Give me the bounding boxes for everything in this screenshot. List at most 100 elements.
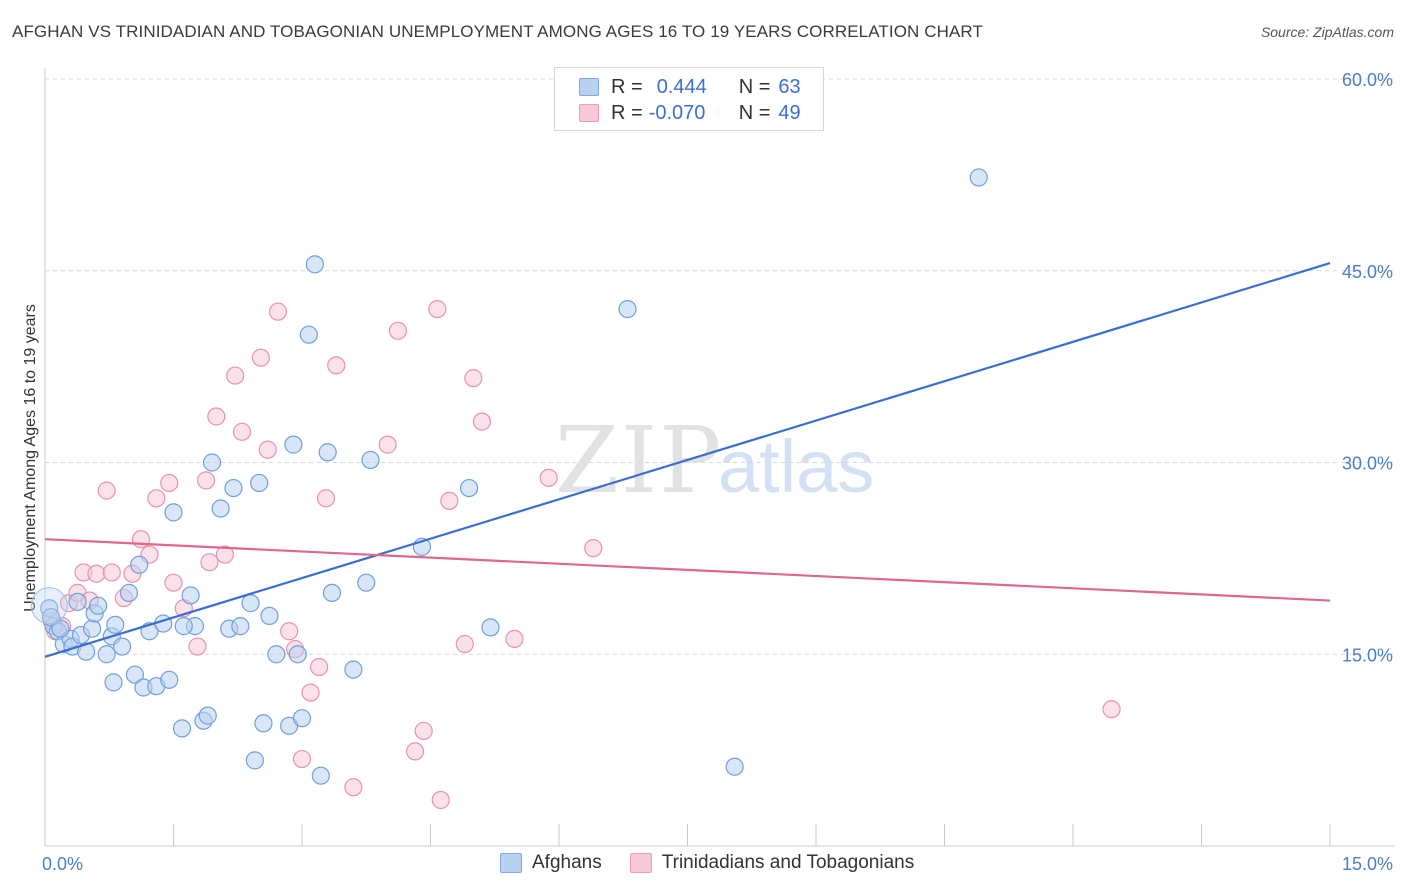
point-trinidadian — [455, 634, 474, 654]
point-afghan — [89, 596, 108, 615]
legend-row-trinidadians: R = -0.070 N = 49 — [579, 100, 801, 126]
point-afghan — [241, 594, 260, 613]
y-tick-label: 60.0% — [1342, 70, 1393, 90]
point-afghan — [106, 615, 125, 634]
point-afghan — [292, 709, 312, 728]
point-trinidadian — [292, 749, 312, 769]
point-trinidadian — [232, 422, 252, 441]
point-afghan — [125, 665, 145, 684]
legend-item-trinidadians[interactable]: Trinidadians and Tobagonians — [629, 852, 915, 874]
point-afghan — [160, 670, 179, 689]
legend-swatch-blue — [579, 78, 599, 96]
point-trinidadian — [310, 657, 329, 677]
x-tick-labels: 0.0% 15.0% — [42, 854, 1393, 874]
point-trinidadian — [464, 369, 483, 388]
point-trinidadian — [97, 481, 116, 500]
point-trinidadian — [472, 412, 491, 431]
point-trinidadian — [251, 348, 270, 367]
point-trinidadian — [344, 778, 363, 797]
legend-label-trinidadians: Trinidadians and Tobagonians — [661, 852, 915, 873]
point-afghan — [68, 592, 87, 611]
point-afghan — [164, 503, 183, 522]
grid — [45, 78, 1395, 655]
point-afghan — [481, 618, 500, 637]
point-trinidadian — [164, 573, 183, 592]
point-trinidadian — [268, 302, 288, 321]
point-afghan — [172, 719, 192, 738]
y-tick-labels: 15.0% 30.0% 45.0% 60.0% — [1342, 70, 1393, 665]
point-trinidadian — [200, 553, 219, 572]
point-afghan-cluster — [30, 587, 68, 625]
point-afghan — [459, 478, 479, 498]
point-trinidadian — [584, 539, 603, 558]
point-afghan — [211, 499, 230, 518]
legend-r-value: -0.070 — [648, 101, 706, 124]
point-trinidadian — [215, 545, 234, 564]
trend-line-trinidadians — [44, 538, 1331, 602]
point-trinidadian — [405, 742, 425, 761]
legend-label-afghans: Afghans — [532, 852, 602, 873]
legend-n-label: N = — [738, 75, 771, 98]
watermark-atlas: atlas — [718, 425, 874, 508]
point-afghan — [112, 637, 132, 656]
y-tick-label: 15.0% — [1342, 645, 1393, 665]
chart-title: AFGHAN VS TRINIDADIAN AND TOBAGONIAN UNE… — [12, 22, 983, 41]
point-afghan — [250, 473, 269, 493]
point-trinidadian — [301, 683, 320, 702]
legend-swatch-pink — [579, 104, 599, 122]
legend-r-value: 0.444 — [656, 75, 707, 98]
y-tick-label: 30.0% — [1342, 454, 1393, 474]
point-afghan — [202, 453, 222, 472]
legend-n-label: N = — [738, 101, 771, 124]
point-trinidadian — [428, 300, 447, 319]
point-trinidadian — [414, 721, 433, 741]
trend-lines — [44, 262, 1331, 658]
point-trinidadian — [258, 440, 277, 459]
point-afghan — [97, 645, 116, 664]
point-afghan — [311, 766, 330, 785]
point-afghan — [174, 617, 193, 636]
source-label: Source: ZipAtlas.com — [1260, 24, 1394, 40]
legend-item-afghans[interactable]: Afghans — [500, 852, 602, 874]
point-trinidadian — [388, 321, 408, 340]
point-trinidadian — [207, 407, 226, 426]
point-trinidadian — [539, 468, 558, 487]
x-tick-label: 15.0% — [1342, 854, 1393, 874]
point-afghan — [198, 706, 217, 725]
point-trinidadian — [188, 637, 207, 656]
point-trinidadian — [196, 471, 216, 490]
point-afghan — [725, 757, 744, 776]
point-afghan — [322, 583, 342, 602]
point-afghan — [267, 645, 286, 664]
legend-n-value: 49 — [778, 101, 801, 124]
point-trinidadian — [1102, 700, 1121, 719]
point-trinidadian — [147, 489, 166, 508]
y-tick-label: 45.0% — [1342, 262, 1393, 282]
point-trinidadian — [160, 473, 179, 493]
point-trinidadian — [316, 489, 336, 508]
y-axis-label: Unemployment Among Ages 16 to 19 years — [22, 304, 39, 612]
point-afghan — [224, 478, 243, 498]
legend-swatch-pink — [629, 853, 652, 873]
point-trinidadian — [102, 563, 121, 582]
point-afghan — [254, 714, 273, 733]
axes — [44, 68, 1395, 847]
point-afghan — [361, 450, 380, 470]
point-afghan — [305, 255, 324, 274]
point-afghan — [288, 645, 307, 664]
legend-swatch-blue — [500, 853, 522, 873]
point-afghan — [181, 586, 200, 605]
point-trinidadian — [87, 564, 106, 583]
point-afghan — [357, 573, 376, 592]
x-tick-label: 0.0% — [42, 854, 83, 874]
legend-r-label: R = — [611, 101, 643, 124]
point-afghan — [83, 619, 102, 638]
watermark-zip: ZIP — [555, 407, 723, 514]
legend-row-afghans: R = 0.444 N = 63 — [579, 74, 801, 100]
point-afghan — [245, 751, 264, 770]
legend-r-label: R = — [611, 75, 643, 98]
point-afghan — [299, 325, 318, 344]
series-legend: Afghans Trinidadians and Tobagonians — [500, 852, 942, 874]
point-afghan — [618, 300, 637, 319]
